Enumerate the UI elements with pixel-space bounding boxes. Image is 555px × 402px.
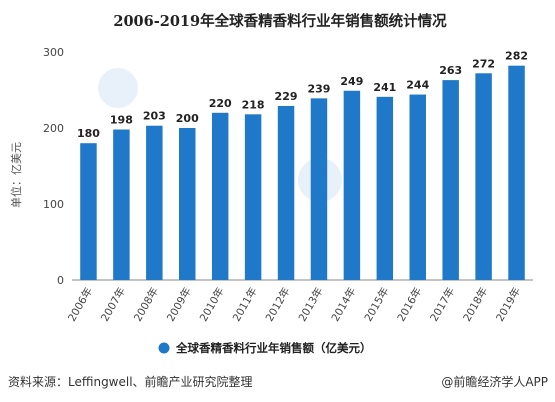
legend: 全球香精香料行业年销售额（亿美元） — [158, 341, 372, 355]
x-tick-label: 2010年 — [197, 285, 227, 324]
bar — [508, 65, 525, 281]
data-label: 220 — [209, 97, 232, 110]
bar — [80, 143, 97, 280]
watermark-text: @前瞻经济学人APP — [441, 374, 548, 389]
x-tick-label: 2016年 — [394, 285, 424, 324]
y-axis-label: 单位：亿美元 — [9, 142, 23, 208]
data-label: 272 — [472, 57, 495, 70]
x-tick-label: 2007年 — [98, 285, 128, 324]
bar — [376, 96, 394, 280]
data-label: 244 — [406, 79, 429, 92]
x-tick-label: 2015年 — [362, 285, 392, 324]
bar — [343, 90, 361, 280]
bar — [277, 105, 295, 281]
bar — [146, 125, 163, 280]
data-label: 198 — [110, 114, 133, 127]
data-label: 180 — [77, 127, 100, 140]
bar — [113, 129, 130, 280]
y-axis-ticks: 0 100 200 300 — [43, 46, 64, 287]
data-label: 203 — [143, 110, 166, 123]
bar — [475, 73, 492, 280]
bar — [211, 112, 229, 280]
bar — [244, 114, 262, 280]
bar — [310, 98, 328, 280]
x-tick-label: 2014年 — [329, 285, 359, 324]
data-label: 263 — [439, 64, 462, 77]
x-tick-label: 2013年 — [296, 285, 326, 324]
x-tick-label: 2019年 — [493, 285, 523, 324]
bar — [409, 94, 426, 280]
data-label: 239 — [307, 82, 330, 95]
data-label: 241 — [373, 81, 396, 94]
x-tick-label: 2012年 — [263, 285, 293, 324]
chart-title: 2006-2019年全球香精香料行业年销售额统计情况 — [113, 12, 447, 30]
data-label: 282 — [505, 50, 528, 63]
data-label: 218 — [242, 98, 265, 111]
legend-marker — [158, 342, 170, 354]
y-tick-label: 0 — [57, 274, 64, 287]
y-tick-label: 100 — [43, 198, 64, 211]
x-tick-label: 2006年 — [65, 285, 95, 324]
bar — [179, 128, 196, 280]
x-tick-label: 2009年 — [164, 285, 194, 324]
bar — [442, 80, 459, 281]
source-note: 资料来源：Leffingwell、前瞻产业研究院整理 — [8, 374, 253, 389]
legend-label: 全球香精香料行业年销售额（亿美元） — [175, 341, 372, 355]
y-tick-label: 300 — [43, 46, 64, 59]
x-axis-ticks: 2006年 2007年 2008年 2009年 2010年 2011年 2012年 2013年… — [65, 285, 523, 324]
x-tick-label: 2017年 — [427, 285, 457, 324]
x-tick-label: 2018年 — [460, 285, 490, 324]
data-label: 249 — [340, 75, 363, 88]
data-labels: 180 198 203 200 220 218 229 239 249 241 244 263 272 2… — [77, 50, 528, 141]
data-label: 200 — [176, 112, 199, 125]
y-tick-label: 200 — [43, 122, 64, 135]
x-tick-label: 2011年 — [230, 285, 260, 324]
x-tick-label: 2008年 — [131, 285, 161, 324]
data-label: 229 — [275, 90, 298, 103]
bars — [80, 65, 525, 281]
